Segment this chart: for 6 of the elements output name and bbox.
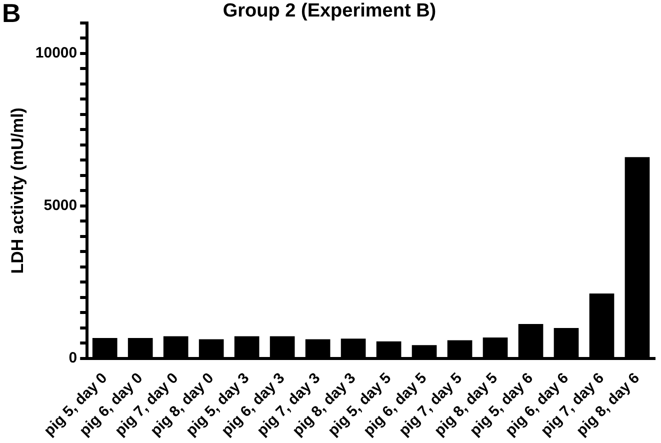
y-tick-label: 5000 [44, 197, 78, 214]
chart-title: Group 2 (Experiment B) [222, 0, 436, 22]
y-tick-label: 0 [68, 350, 78, 367]
y-tick-label: 10000 [35, 44, 78, 62]
y-axis-title: LDH activity (mU/ml) [8, 108, 27, 274]
text: B [2, 0, 21, 28]
